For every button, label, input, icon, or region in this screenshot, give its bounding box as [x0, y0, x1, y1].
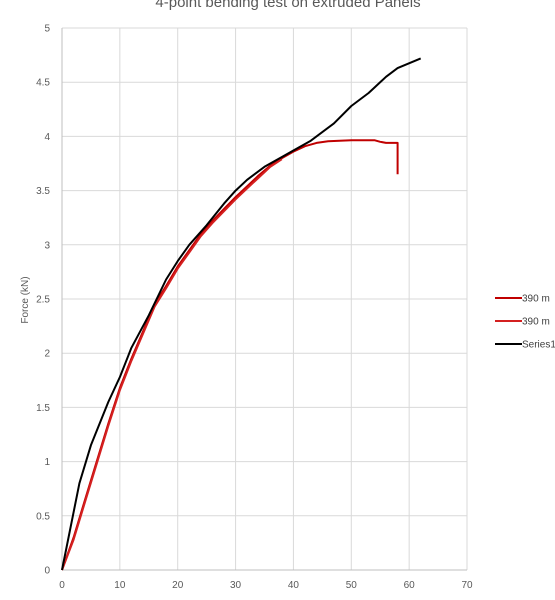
- tick-labels: 00.511.522.533.544.550 10 20 30 40 50 60 70: [36, 24, 473, 592]
- series-line-3: [61, 57, 422, 571]
- y-tick-label: 0.5: [36, 511, 50, 522]
- y-tick-label: 3: [44, 240, 50, 251]
- y-tick-label: 5: [44, 24, 50, 35]
- gridlines: [62, 27, 468, 570]
- legend-label: 390 m: [522, 317, 550, 328]
- y-axis-title: Force (kN): [20, 276, 31, 323]
- y-tick-label: 1: [44, 457, 50, 468]
- x-tick-label: 10: [114, 580, 126, 591]
- x-tick-label: 50: [346, 580, 358, 591]
- legend-label: Series1: [522, 340, 555, 351]
- x-tick-label: 30: [230, 580, 242, 591]
- series-lines: [61, 57, 422, 571]
- y-tick-label: 0: [44, 566, 50, 577]
- x-tick-label: 20: [172, 580, 184, 591]
- y-tick-label: 4.5: [36, 78, 50, 89]
- axes: [61, 28, 467, 571]
- x-tick-label: 40: [288, 580, 300, 591]
- y-tick-label: 3.5: [36, 186, 50, 197]
- x-tick-label: 70: [461, 580, 473, 591]
- x-tick-label: 60: [404, 580, 416, 591]
- x-tick-label: 0: [59, 580, 65, 591]
- y-tick-label: 4: [44, 132, 50, 143]
- legend-label: 390 m: [522, 294, 550, 305]
- series-line-2: [61, 158, 283, 571]
- chart-title: 4-point bending test on extruded Panels: [155, 0, 420, 11]
- y-tick-label: 2.5: [36, 295, 50, 306]
- legend: 390 m 390 m Series1: [495, 294, 555, 351]
- y-tick-label: 2: [44, 349, 50, 360]
- y-tick-label: 1.5: [36, 403, 50, 414]
